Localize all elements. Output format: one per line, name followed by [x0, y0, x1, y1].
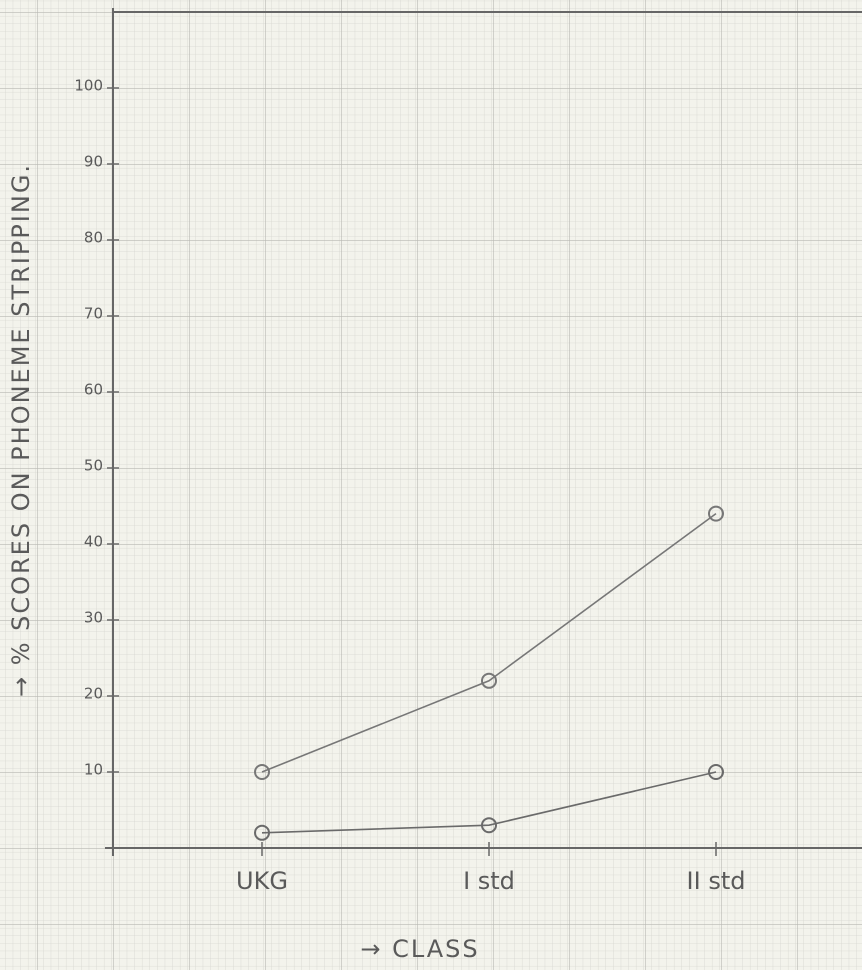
y-tick-label: 100 — [74, 77, 103, 95]
y-tick-label: 20 — [84, 685, 103, 703]
y-tick-label: 80 — [84, 229, 103, 247]
y-tick-label: 40 — [84, 533, 103, 551]
x-tick-label: II std — [687, 867, 746, 895]
graph-paper — [0, 0, 862, 970]
chart: → % SCORES ON PHONEME STRIPPING. → CLASS… — [0, 0, 862, 970]
y-tick-label: 10 — [84, 761, 103, 779]
x-tick-label: I std — [463, 867, 515, 895]
y-axis-title: → % SCORES ON PHONEME STRIPPING. — [7, 163, 35, 697]
y-tick-label: 50 — [84, 457, 103, 475]
x-tick-label: UKG — [236, 867, 288, 895]
y-tick-label: 90 — [84, 153, 103, 171]
y-tick-label: 30 — [84, 609, 103, 627]
y-tick-label: 70 — [84, 305, 103, 323]
x-axis-title: → CLASS — [360, 935, 479, 963]
y-tick-label: 60 — [84, 381, 103, 399]
